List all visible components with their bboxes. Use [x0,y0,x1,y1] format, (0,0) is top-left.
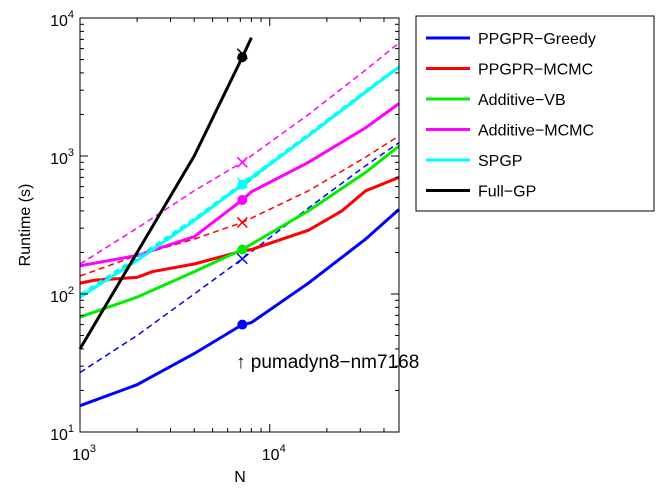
marker-cross-additive-mcmc [236,156,248,168]
legend: PPGPR−Greedy PPGPR−MCMC Additive−VB Additiv… [415,15,655,212]
marker-dot-additive-mcmc [237,194,248,205]
legend-label-ppgpr-greedy: PPGPR−Greedy [478,31,596,48]
legend-label-additive-vb: Additive−VB [478,92,566,109]
x-tick-label: 103 [72,443,96,464]
plot-frame [79,17,400,433]
marker-cross-full-gp [236,48,248,60]
legend-label-ppgpr-mcmc: PPGPR−MCMC [478,62,593,79]
series-dashed-spgp [79,65,400,295]
dataset-annotation: ↑ pumadyn8−nm7168 [236,352,419,373]
y-tick-label: 101 [50,423,74,444]
marker-cross-spgp [236,177,248,189]
x-axis-label: N [234,469,246,486]
marker-dot-additive-vb [237,244,248,255]
x-tick-label: 104 [262,443,286,464]
legend-box [415,15,655,212]
marker-dot-ppgpr-greedy [237,319,248,330]
y-axis-label: Runtime (s) [17,184,34,267]
legend-label-additive-mcmc: Additive−MCMC [478,123,594,140]
marker-dot-full-gp [237,52,248,63]
legend-label-spgp: SPGP [478,153,522,170]
series-dashed-ppgpr-greedy [79,141,400,374]
series-layer [78,37,400,408]
y-tick-label: 102 [50,285,74,306]
tick-layer: 101 102 103 104 103 104 [50,9,399,464]
y-tick-label: 103 [50,147,74,168]
marker-dot-spgp [237,179,248,190]
legend-label-full-gp: Full−GP [478,184,536,201]
y-tick-label: 104 [50,9,74,30]
marker-cross-ppgpr-greedy [236,253,248,265]
marker-cross-ppgpr-mcmc [236,216,248,228]
